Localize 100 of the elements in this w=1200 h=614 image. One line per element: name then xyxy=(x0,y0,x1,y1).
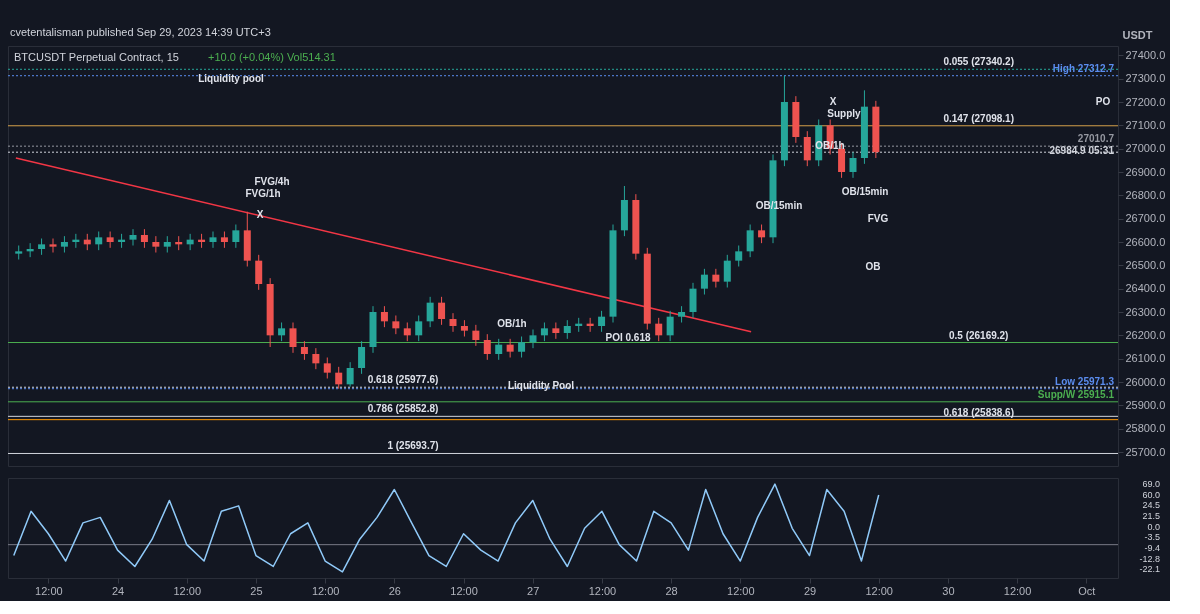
text: 24.5 xyxy=(1142,500,1160,511)
candlestick xyxy=(358,340,366,375)
candlestick xyxy=(335,366,343,390)
candlestick xyxy=(758,224,766,244)
candlestick xyxy=(506,338,514,358)
annotation: POI 0.618 xyxy=(605,332,651,343)
y-tick-label: 27000.0 xyxy=(1125,142,1166,155)
annotation: PO xyxy=(1095,96,1111,107)
annotation: 0.618 (25838.6) xyxy=(943,406,1015,418)
candlestick xyxy=(106,231,114,249)
text: -9.4 xyxy=(1144,543,1160,553)
candlestick xyxy=(723,254,731,288)
annotation: OB/15min xyxy=(841,186,889,197)
candlestick xyxy=(438,296,446,326)
candlestick xyxy=(849,151,857,179)
x-tick-label: 30 xyxy=(942,584,955,597)
x-tick-label: 12:00 xyxy=(450,584,478,597)
text: -22.1 xyxy=(1139,564,1160,575)
x-tick-label: 29 xyxy=(803,584,817,597)
candlestick xyxy=(529,329,537,349)
ref-line-label: Low 25971.3 xyxy=(1055,375,1115,387)
text: -12.8 xyxy=(1139,553,1160,564)
y-tick-label: 26200.0 xyxy=(1125,328,1166,341)
text: cvetentalisman published Sep 29, 2023 14:39 UTC+3 xyxy=(10,26,271,38)
candlestick xyxy=(403,322,411,342)
candlestick xyxy=(346,361,354,388)
y-tick-label: 27200.0 xyxy=(1125,95,1166,108)
candlestick xyxy=(392,315,400,335)
candlestick xyxy=(483,333,491,361)
candlestick xyxy=(278,322,286,342)
y-tick-label: 27400.0 xyxy=(1125,48,1166,61)
text: 0.0 xyxy=(1147,521,1160,532)
x-tick-label: 26 xyxy=(388,584,401,597)
text: 69.0 xyxy=(1142,479,1160,489)
y-tick-label: 25700.0 xyxy=(1125,445,1166,458)
candlestick xyxy=(472,324,480,347)
y-axis-title: USDT xyxy=(1122,28,1153,41)
annotation: 0.5 (26169.2) xyxy=(948,329,1009,341)
candlestick xyxy=(312,347,320,370)
candlestick xyxy=(540,322,548,342)
candlestick xyxy=(803,130,811,167)
candlestick xyxy=(300,340,308,361)
annotation: 0.147 (27098.1) xyxy=(943,112,1015,124)
candlestick xyxy=(552,322,560,340)
candlestick xyxy=(689,282,697,319)
annotation: 0.618 (25977.6) xyxy=(367,374,439,386)
candlestick xyxy=(746,224,754,258)
candlestick xyxy=(655,317,663,342)
y-tick-label: 26400.0 xyxy=(1125,282,1166,295)
x-tick-label: 12:00 xyxy=(588,584,617,597)
candlestick xyxy=(152,235,160,253)
y-tick-label: 26800.0 xyxy=(1125,188,1166,201)
candlestick xyxy=(129,228,137,246)
annotation: 1 (25693.7) xyxy=(387,440,439,452)
y-tick-label: 26300.0 xyxy=(1125,305,1166,318)
candlestick xyxy=(232,224,240,249)
y-tick-label: 26700.0 xyxy=(1125,212,1166,225)
annotation: X xyxy=(829,96,837,107)
x-tick-label: 12:00 xyxy=(1003,584,1032,597)
annotation: 0.786 (25852.8) xyxy=(367,403,439,415)
annotation: FVG xyxy=(867,213,889,224)
candlestick xyxy=(95,231,103,251)
candlestick xyxy=(255,254,263,291)
candlestick xyxy=(495,338,503,361)
candlestick xyxy=(289,322,297,354)
candlestick xyxy=(323,357,331,379)
chart-subtitle: +10.0 (+0.04%) Vol514.31 xyxy=(208,51,336,63)
y-tick-label: 27300.0 xyxy=(1125,72,1166,85)
x-tick-label: 12:00 xyxy=(35,584,63,597)
x-tick-label: 12:00 xyxy=(727,584,755,597)
annotation: Liquidity Pool xyxy=(507,380,575,391)
text: 60.0 xyxy=(1142,489,1160,500)
annotation: Liquidity pool xyxy=(198,73,264,84)
candlestick xyxy=(598,310,606,333)
x-tick-label: 28 xyxy=(665,584,678,597)
y-tick-label: 26500.0 xyxy=(1125,258,1166,271)
x-tick-label: 27 xyxy=(527,584,540,597)
candlestick xyxy=(380,305,388,328)
candlestick xyxy=(735,245,743,267)
x-tick-label: 12:00 xyxy=(173,584,202,597)
x-tick-label: 12:00 xyxy=(311,584,340,597)
candlestick xyxy=(426,296,434,328)
annotation: FVG/4h xyxy=(254,176,290,187)
y-tick-label: 25800.0 xyxy=(1125,422,1166,435)
x-tick-label: Oct xyxy=(1078,584,1096,597)
candlestick xyxy=(712,268,720,288)
y-tick-label: 27100.0 xyxy=(1125,118,1166,131)
candlestick xyxy=(518,336,526,358)
chart-title: BTCUSDT Perpetual Contract, 15 xyxy=(14,51,179,63)
ref-line-label: 27010.7 xyxy=(1077,133,1115,145)
text: -3.5 xyxy=(1144,532,1160,543)
x-tick-label: 12:00 xyxy=(865,584,893,597)
y-tick-label: 25900.0 xyxy=(1125,398,1166,411)
annotation: OB/1h xyxy=(497,318,527,329)
candlestick xyxy=(415,315,423,342)
candlestick xyxy=(563,319,571,340)
candlestick xyxy=(140,228,148,249)
x-tick-label: 25 xyxy=(250,584,263,597)
annotation: Supply xyxy=(827,108,862,119)
ref-line-label: 26984.9 05:31 xyxy=(1049,145,1115,157)
